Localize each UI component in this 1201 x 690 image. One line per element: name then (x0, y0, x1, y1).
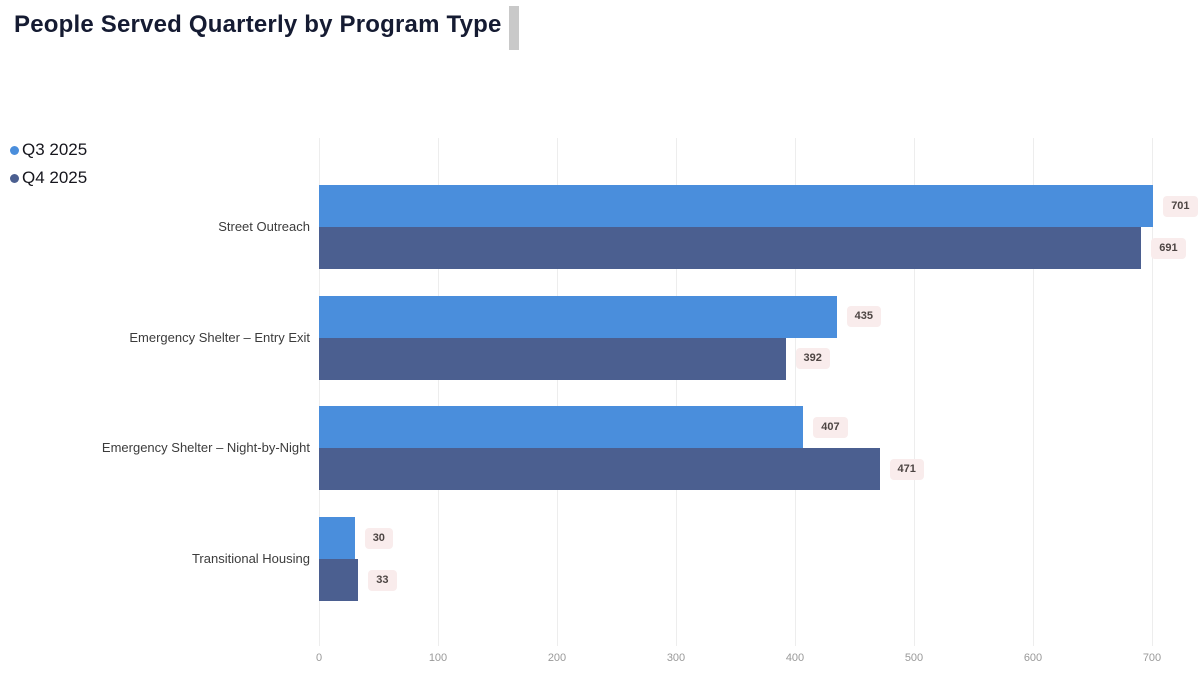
bar-q4-2025 (319, 337, 786, 380)
category-label: Emergency Shelter – Night-by-Night (101, 440, 310, 456)
gridline-100 (438, 138, 439, 646)
category-label: Transitional Housing (191, 551, 310, 567)
x-tick-label: 0 (315, 652, 323, 664)
gridline-700 (1152, 138, 1153, 646)
legend-item-q4-2025[interactable]: Q4 2025 (10, 164, 87, 192)
bar-q3-2025 (319, 406, 804, 449)
chart-title: People Served Quarterly by Program Type (14, 11, 502, 38)
value-label: 471 (889, 458, 924, 480)
legend-label: Q4 2025 (22, 168, 88, 187)
plot-area: 0 100 200 300 400 500 600 700 701 691 435 392 407 471… (316, 138, 1198, 664)
gridline-600 (1033, 138, 1034, 646)
value-label: 691 (1151, 237, 1186, 259)
bar-q4-2025 (319, 227, 1142, 269)
gridline-200 (557, 138, 558, 646)
gridline-400 (795, 138, 796, 646)
x-tick-label: 400 (785, 652, 805, 664)
x-tick-label: 700 (1142, 652, 1162, 664)
x-tick-label: 500 (904, 652, 924, 664)
bar-q3-2025 (319, 185, 1154, 227)
title-row: People Served Quarterly by Program Type (14, 6, 519, 50)
legend-dot-icon (10, 145, 19, 155)
legend: Q3 2025 Q4 2025 (10, 136, 87, 192)
value-label: 701 (1163, 195, 1198, 217)
value-label: 435 (846, 306, 881, 328)
value-label: 392 (795, 348, 830, 370)
value-label: 33 (368, 569, 397, 591)
legend-dot-icon (10, 173, 19, 183)
x-tick-label: 300 (666, 652, 686, 664)
gridline-300 (676, 138, 677, 646)
x-tick-label: 600 (1023, 652, 1043, 664)
value-label: 30 (364, 527, 393, 549)
bar-q3-2025 (319, 517, 355, 560)
bar-q3-2025 (319, 295, 837, 338)
bar-q4-2025 (319, 559, 359, 602)
x-tick-label: 100 (428, 652, 448, 664)
category-label: Emergency Shelter – Entry Exit (129, 329, 310, 345)
gridline-500 (914, 138, 915, 646)
x-tick-label: 200 (547, 652, 567, 664)
bar-q4-2025 (319, 448, 880, 491)
legend-label: Q3 2025 (22, 140, 88, 159)
legend-item-q3-2025[interactable]: Q3 2025 (10, 136, 87, 164)
category-label: Street Outreach (218, 219, 310, 234)
value-label: 407 (813, 416, 848, 438)
resize-handle[interactable] (508, 6, 519, 50)
gridline-0 (319, 138, 320, 646)
